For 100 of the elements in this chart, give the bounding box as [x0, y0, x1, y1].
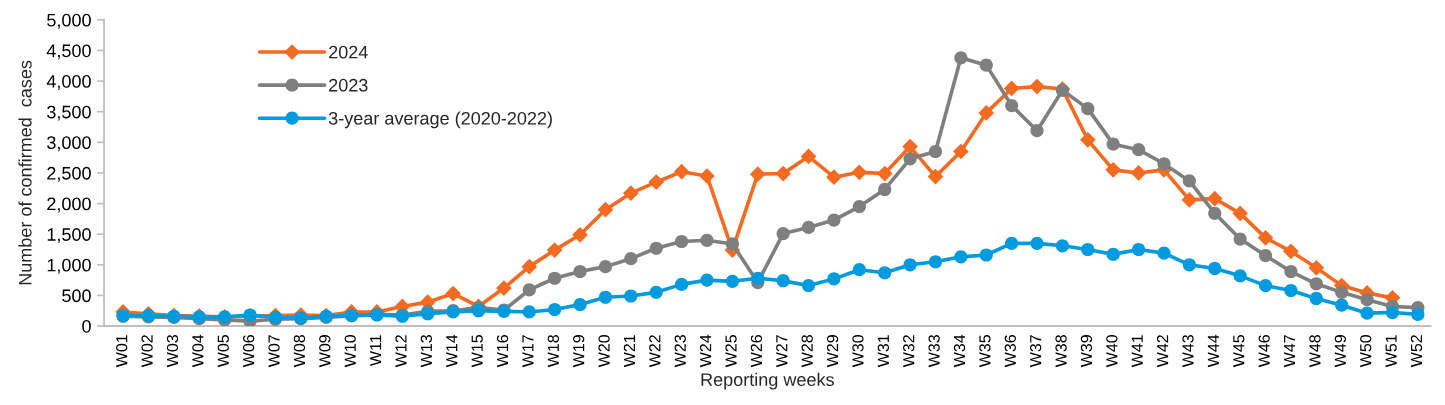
point	[1081, 242, 1095, 257]
point	[1233, 232, 1247, 246]
point	[496, 280, 512, 296]
point	[649, 241, 663, 255]
x-tick-label: W03	[166, 335, 179, 368]
point	[776, 274, 790, 288]
point	[1131, 143, 1146, 157]
point	[521, 258, 538, 275]
x-tick-label: W01	[116, 335, 128, 368]
x-tick-label: W44	[1207, 334, 1219, 368]
x-tick-label: W32	[903, 335, 915, 368]
x-tick-label: W48	[1309, 335, 1321, 368]
point	[979, 58, 993, 72]
point	[800, 148, 817, 165]
x-tick-label: W08	[293, 335, 306, 368]
point	[1157, 246, 1171, 260]
x-tick-label: W49	[1334, 335, 1346, 368]
x-tick-label: W29	[826, 335, 839, 368]
point	[1131, 242, 1146, 257]
point	[624, 252, 638, 266]
x-tick-label: W24	[699, 334, 712, 368]
point	[1181, 192, 1198, 208]
x-tick-label: W13	[420, 335, 433, 368]
point	[827, 272, 841, 286]
point	[826, 169, 842, 186]
y-tick-label: 500	[62, 289, 91, 303]
x-tick-label: W37	[1030, 335, 1042, 368]
x-tick-label: W17	[522, 335, 534, 368]
point	[1283, 243, 1299, 260]
point	[548, 302, 562, 317]
point	[699, 168, 715, 184]
x-tick-label: W22	[649, 335, 661, 368]
point	[548, 271, 562, 285]
point	[597, 201, 614, 218]
point	[1258, 279, 1273, 293]
point	[1005, 98, 1019, 113]
x-tick-label: W14	[446, 334, 458, 368]
x-tick-label: W45	[1233, 335, 1245, 368]
x-tick-label: W26	[750, 335, 763, 368]
point	[1258, 249, 1273, 263]
point	[1106, 247, 1120, 261]
x-tick-label: W30	[852, 334, 864, 368]
y-tick-label: 2,500	[47, 166, 91, 182]
x-tick-label: W43	[1182, 335, 1194, 368]
x-tick-label: W31	[877, 335, 889, 368]
point	[903, 152, 917, 166]
point	[624, 289, 638, 303]
x-tick-label: W09	[319, 335, 331, 368]
y-tick-label: 2,000	[47, 197, 91, 213]
point	[852, 200, 866, 214]
x-tick-label: W27	[776, 335, 788, 368]
point	[675, 277, 689, 291]
point	[649, 285, 663, 299]
x-tick-label: W51	[1385, 335, 1397, 368]
point	[978, 105, 995, 121]
x-tick-label: W33	[928, 335, 940, 368]
point	[1233, 269, 1247, 283]
point	[1360, 293, 1374, 307]
point	[522, 305, 536, 319]
point	[1411, 307, 1425, 321]
point	[1308, 259, 1325, 276]
point	[878, 266, 892, 280]
x-tick-label: W42	[1156, 335, 1169, 368]
point	[1360, 306, 1374, 320]
point	[1232, 205, 1248, 222]
legend-label: 2024	[329, 45, 368, 59]
x-tick-label: W06	[243, 335, 255, 368]
x-tick-label: W35	[979, 335, 991, 368]
point	[522, 283, 536, 297]
x-tick-label: W19	[573, 335, 585, 368]
point	[1106, 137, 1120, 151]
x-tick-label: W28	[801, 335, 813, 368]
x-axis-title: Reporting weeks	[701, 372, 834, 390]
y-tick-label: 1,000	[47, 258, 91, 274]
x-tick-label: W04	[192, 334, 204, 368]
point	[775, 165, 792, 182]
point	[725, 237, 739, 251]
point	[751, 271, 765, 285]
x-tick-label: W23	[674, 335, 686, 368]
point	[725, 274, 739, 288]
x-tick-label: W05	[217, 335, 229, 368]
point	[749, 166, 766, 183]
point	[622, 185, 639, 201]
point	[903, 258, 917, 272]
point	[851, 164, 868, 181]
x-tick-label: W20	[598, 334, 610, 368]
point	[1335, 285, 1349, 299]
x-tick-label: W34	[953, 334, 966, 368]
point	[1208, 261, 1222, 276]
y-tick-label: 1,500	[47, 228, 91, 244]
point	[979, 248, 993, 262]
point	[1335, 298, 1349, 312]
point	[1385, 305, 1400, 320]
point	[852, 263, 866, 277]
point	[801, 279, 816, 293]
point	[445, 285, 461, 302]
point	[572, 226, 588, 243]
point	[1079, 132, 1096, 148]
point	[1029, 78, 1045, 95]
point	[1309, 277, 1323, 291]
